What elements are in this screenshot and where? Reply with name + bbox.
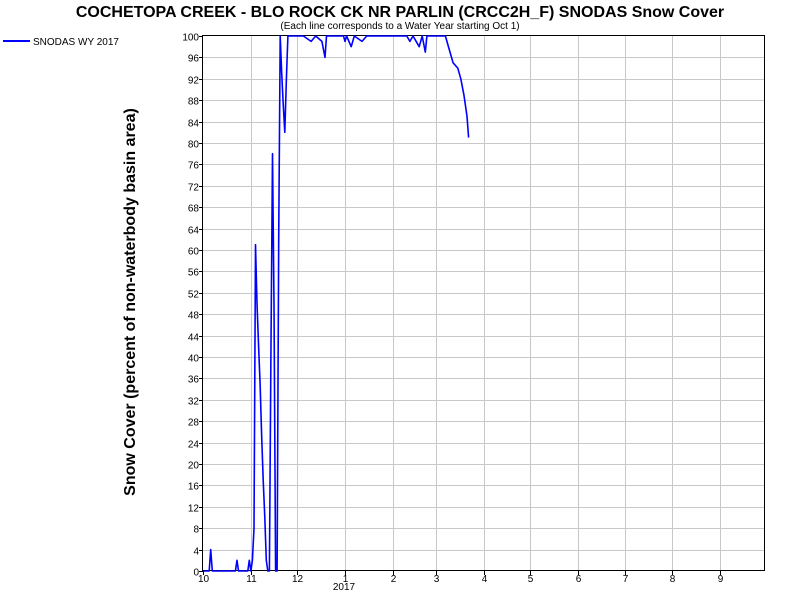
y-tick-label: 88 bbox=[188, 97, 200, 108]
x-tick-label: 3 bbox=[434, 574, 440, 585]
x-tick-label: 5 bbox=[528, 574, 534, 585]
y-tick-label: 60 bbox=[188, 247, 200, 258]
y-axis: 0481216202428323640444852566064687276808… bbox=[182, 33, 203, 579]
chart-title: COCHETOPA CREEK - BLO ROCK CK NR PARLIN … bbox=[76, 4, 724, 21]
x-tick-label: 2 bbox=[391, 574, 397, 585]
x-tick-label: 10 bbox=[198, 574, 210, 585]
x-tick-label: 9 bbox=[718, 574, 724, 585]
y-tick-label: 100 bbox=[182, 33, 199, 44]
y-tick-label: 32 bbox=[188, 397, 200, 408]
x-tick-label: 6 bbox=[576, 574, 582, 585]
y-tick-label: 52 bbox=[188, 290, 200, 301]
y-tick-label: 68 bbox=[188, 204, 200, 215]
series-lines bbox=[203, 35, 470, 572]
y-tick-label: 48 bbox=[188, 311, 200, 322]
y-tick-label: 92 bbox=[188, 76, 200, 87]
y-axis-label: Snow Cover (percent of non-waterbody bas… bbox=[122, 108, 139, 496]
y-tick-label: 56 bbox=[188, 268, 200, 279]
y-tick-label: 8 bbox=[193, 525, 199, 536]
y-tick-label: 36 bbox=[188, 375, 200, 386]
legend-label: SNODAS WY 2017 bbox=[33, 37, 119, 48]
y-tick-label: 72 bbox=[188, 183, 200, 194]
y-tick-label: 16 bbox=[188, 482, 200, 493]
y-tick-label: 96 bbox=[188, 54, 200, 65]
legend: SNODAS WY 2017 bbox=[3, 37, 119, 48]
grid bbox=[203, 36, 765, 571]
y-tick-label: 76 bbox=[188, 161, 200, 172]
x-tick-label: 4 bbox=[482, 574, 488, 585]
y-tick-label: 4 bbox=[193, 547, 199, 558]
x-tick-label: 7 bbox=[623, 574, 629, 585]
y-tick-label: 80 bbox=[188, 140, 200, 151]
x-tick-label: 12 bbox=[292, 574, 304, 585]
x-axis-year-label: 2017 bbox=[333, 582, 356, 593]
x-tick-label: 8 bbox=[670, 574, 676, 585]
plot-frame bbox=[202, 35, 765, 571]
y-tick-label: 12 bbox=[188, 504, 200, 515]
x-axis: 10 11 12 1 2 3 4 5 6 7 8 9 bbox=[198, 571, 724, 585]
y-tick-label: 28 bbox=[188, 418, 200, 429]
y-tick-label: 84 bbox=[188, 119, 200, 130]
y-tick-label: 44 bbox=[188, 333, 200, 344]
y-tick-label: 20 bbox=[188, 461, 200, 472]
series-line-0 bbox=[203, 35, 470, 572]
y-tick-label: 64 bbox=[188, 226, 200, 237]
y-tick-label: 40 bbox=[188, 354, 200, 365]
y-tick-label: 24 bbox=[188, 440, 200, 451]
chart-subtitle: (Each line corresponds to a Water Year s… bbox=[280, 21, 519, 32]
x-tick-label: 1 bbox=[343, 574, 349, 585]
y-tick-label: 0 bbox=[193, 568, 199, 579]
x-tick-label: 11 bbox=[246, 574, 257, 585]
